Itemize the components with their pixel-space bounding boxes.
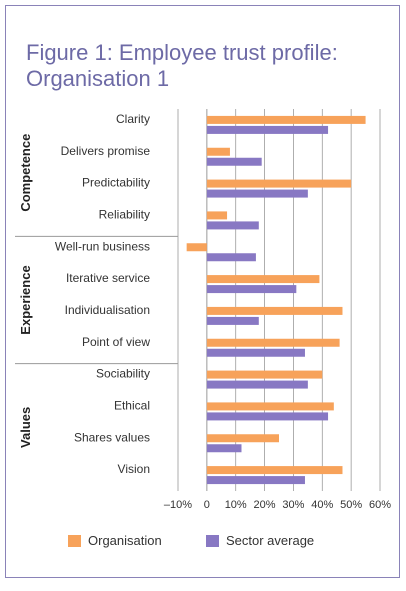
category-label-iterative-service: Iterative service (66, 271, 150, 285)
category-label-individualisation: Individualisation (65, 303, 150, 317)
category-label-well-run-business: Well-run business (55, 239, 150, 253)
bar-organisation-well-run-business (186, 243, 207, 252)
figure-panel: Figure 1: Employee trust profile: Organi… (5, 5, 400, 578)
bar-organisation-ethical (206, 402, 334, 411)
bar-organisation-vision (206, 466, 343, 475)
bar-sector-average-delivers-promise (206, 157, 262, 166)
group-label-experience: Experience (18, 265, 33, 334)
legend-swatch-organisation (68, 534, 81, 547)
bar-sector-average-vision (206, 476, 305, 485)
bar-organisation-clarity (206, 115, 366, 124)
x-tick-label: 20% (254, 499, 276, 511)
category-label-delivers-promise: Delivers promise (61, 144, 151, 158)
bar-organisation-point-of-view (206, 338, 340, 347)
category-label-shares-values: Shares values (74, 430, 150, 444)
legend-label-sector-average: Sector average (226, 533, 315, 548)
title-line-1: Figure 1: Employee trust profile: (26, 40, 338, 65)
category-label-vision: Vision (118, 462, 150, 476)
bar-sector-average-clarity (206, 125, 329, 134)
x-tick-label: 10% (225, 499, 247, 511)
bar-sector-average-predictability (206, 189, 308, 198)
x-tick-label: 0 (204, 499, 210, 511)
legend-item-sector-average: Sector average (206, 533, 314, 548)
bar-organisation-shares-values (206, 434, 279, 443)
bar-organisation-individualisation (206, 306, 343, 315)
bar-sector-average-reliability (206, 221, 259, 230)
x-tick-label: 40% (311, 499, 333, 511)
bar-sector-average-individualisation (206, 316, 259, 325)
group-label-competence: Competence (18, 134, 33, 212)
bar-organisation-predictability (206, 179, 352, 188)
bar-sector-average-iterative-service (206, 285, 297, 294)
bar-organisation-sociability (206, 370, 323, 379)
x-tick-label: 30% (282, 499, 304, 511)
category-label-ethical: Ethical (114, 398, 150, 412)
bar-sector-average-ethical (206, 412, 329, 421)
group-label-values: Values (18, 407, 33, 448)
figure-title: Figure 1: Employee trust profile: Organi… (26, 40, 386, 92)
bar-organisation-delivers-promise (206, 147, 230, 156)
legend-swatch-sector-average (206, 534, 219, 547)
bar-organisation-reliability (206, 211, 228, 220)
bar-sector-average-shares-values (206, 444, 242, 453)
x-tick-label: –10% (164, 499, 192, 511)
bar-sector-average-sociability (206, 380, 308, 389)
bar-organisation-iterative-service (206, 275, 320, 284)
category-label-point-of-view: Point of view (82, 335, 150, 349)
legend-item-organisation: Organisation (68, 533, 162, 548)
category-label-sociability: Sociability (96, 367, 150, 381)
category-label-clarity: Clarity (116, 112, 150, 126)
title-line-2: Organisation 1 (26, 66, 170, 91)
bar-sector-average-point-of-view (206, 348, 305, 357)
category-label-reliability: Reliability (99, 207, 150, 221)
legend-label-organisation: Organisation (88, 533, 162, 548)
x-tick-label: 60% (369, 499, 391, 511)
x-tick-label: 50% (340, 499, 362, 511)
category-label-predictability: Predictability (82, 176, 150, 190)
bar-sector-average-well-run-business (206, 253, 256, 262)
